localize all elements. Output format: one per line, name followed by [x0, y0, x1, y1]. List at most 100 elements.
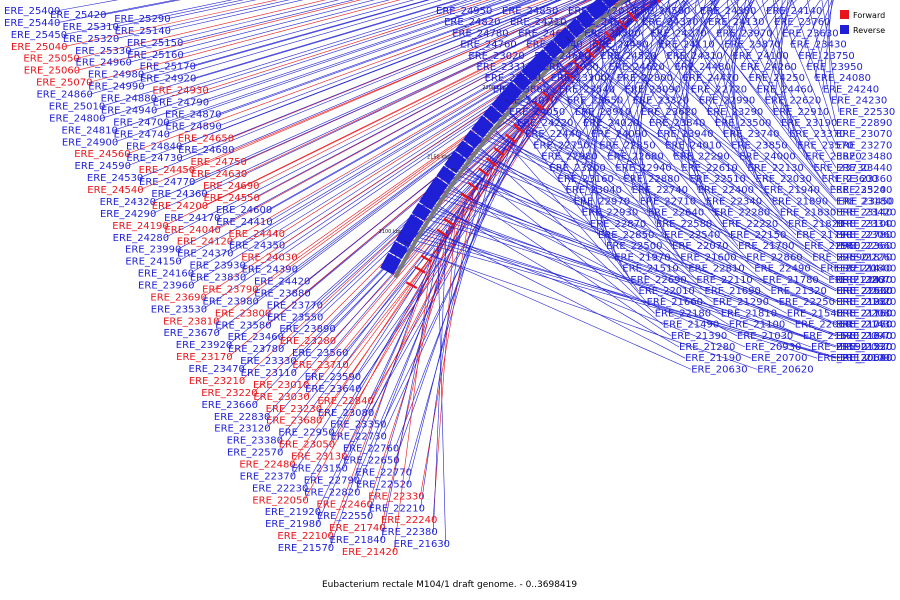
connector-line [505, 90, 841, 281]
gene-feature [503, 89, 517, 101]
connector-line [714, 0, 752, 124]
gene-feature [413, 208, 428, 219]
gene-label: ERE_23500 [715, 118, 771, 129]
gene-label: ERE_23520 [830, 185, 886, 196]
scale-ticks: 2550 kbp2500 kbp2450 kbp2400 kbp2350 kbp… [379, 21, 571, 245]
gene-label: ERE_23670 [163, 328, 219, 339]
gene-label: ERE_24360 [151, 189, 207, 200]
gene-label: ERE_23650 [567, 96, 623, 107]
gene-feature [510, 81, 523, 94]
gene-label: ERE_23200 [549, 163, 605, 174]
gene-label: ERE_21630 [394, 539, 450, 550]
connector-line [191, 0, 458, 79]
scale-tick [566, 36, 571, 42]
connector-line [748, 0, 791, 79]
gene-feature [497, 95, 511, 107]
connector-line [591, 5, 837, 225]
gene-feature [524, 65, 538, 78]
gene-feature [529, 61, 542, 74]
gene-feature [525, 64, 539, 77]
gene-label: ERE_23910 [575, 107, 631, 118]
gene-feature [398, 232, 413, 243]
gene-feature [480, 115, 494, 127]
gene-label: ERE_21290 [713, 297, 769, 308]
connector-lines [55, 0, 841, 553]
gene-feature [588, 5, 600, 18]
gene-label: ERE_21700 [738, 241, 794, 252]
gene-label: ERE_22010 [639, 286, 695, 297]
gene-feature [424, 191, 439, 202]
gene-feature [513, 77, 526, 90]
connector-line [626, 0, 649, 213]
gene-feature [486, 109, 499, 121]
gene-feature [458, 144, 472, 156]
legend-forward-swatch [840, 10, 849, 19]
gene-label: ERE_21390 [671, 331, 727, 342]
gene-label: ERE_24250 [749, 73, 805, 84]
gene-label: ERE_23940 [657, 129, 713, 140]
gene-feature [460, 141, 474, 153]
gene-feature [617, 19, 628, 31]
gene-label: ERE_24010 [665, 140, 721, 151]
gene-label: ERE_22680 [607, 152, 663, 163]
gene-label: ERE_24030 [241, 253, 297, 264]
gene-label: ERE_22380 [381, 527, 437, 538]
gene-label: ERE_21060 [836, 320, 892, 331]
connector-line [710, 0, 822, 180]
gene-feature [506, 85, 520, 97]
connector-line [594, 3, 841, 225]
connector-line [407, 160, 495, 473]
gene-label: ERE_23540 [559, 84, 615, 95]
gene-feature [428, 186, 442, 197]
connector-line [164, 0, 631, 239]
gene-feature [489, 105, 503, 117]
gene-label: ERE_20620 [757, 364, 813, 375]
gene-label: ERE_23890 [279, 324, 335, 335]
gene-label: ERE_24920 [140, 74, 196, 85]
connector-line [542, 0, 647, 68]
gene-feature [521, 69, 534, 82]
gene-label: ERE_24850 [502, 6, 558, 17]
gene-label: ERE_25140 [115, 26, 171, 37]
gene-feature [431, 180, 446, 191]
gene-label: ERE_22980 [541, 152, 597, 163]
gene-feature [531, 58, 544, 71]
gene-feature [530, 59, 543, 72]
gene-label: ERE_22600 [837, 286, 893, 297]
gene-feature [579, 12, 592, 26]
connector-line [62, 0, 233, 36]
gene-label: ERE_25070 [36, 78, 92, 89]
gene-label: ERE_21440 [836, 264, 892, 275]
connector-line [164, 0, 624, 227]
gene-label: ERE_23570 [797, 140, 853, 151]
connector-line [740, 0, 786, 68]
gene-label: ERE_22340 [706, 196, 762, 207]
gene-label: ERE_22950 [278, 428, 334, 439]
gene-label: ERE_24390 [242, 265, 298, 276]
gene-label: ERE_23460 [228, 332, 284, 343]
gene-label: ERE_24740 [114, 129, 170, 140]
gene-label: ERE_24100 [732, 51, 788, 62]
connector-line [431, 186, 837, 337]
gene-label: ERE_21530 [836, 342, 892, 353]
gene-feature [384, 257, 400, 267]
gene-feature [542, 91, 553, 101]
gene-label: ERE_23340 [840, 219, 896, 230]
gene-label: ERE_20630 [691, 364, 747, 375]
gene-label: ERE_22440 [525, 129, 581, 140]
gene-feature [558, 31, 571, 45]
connector-line [424, 197, 680, 348]
gene-label: ERE_24320 [100, 197, 156, 208]
connector-line [329, 248, 436, 549]
connector-line [554, 39, 837, 247]
gene-label: ERE_24900 [62, 137, 118, 148]
gene-feature [469, 129, 483, 141]
gene-feature [483, 111, 497, 123]
gene-feature [560, 30, 573, 44]
gene-label: ERE_23060 [840, 230, 896, 241]
gene-feature [484, 110, 498, 122]
gene-label: ERE_23920 [176, 340, 232, 351]
gene-label: ERE_22670 [840, 275, 896, 286]
gene-label: ERE_23780 [228, 344, 284, 355]
gene-feature [493, 147, 505, 157]
